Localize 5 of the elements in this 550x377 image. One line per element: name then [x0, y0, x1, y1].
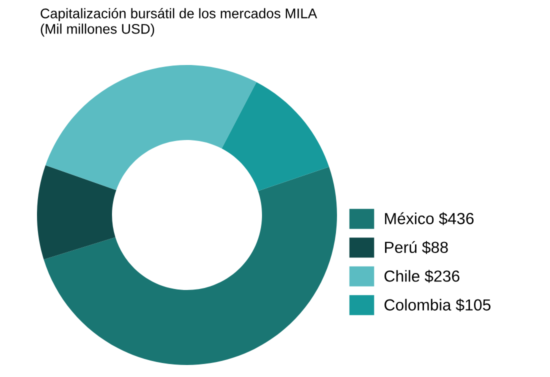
chart-title: Capitalización bursátil de los mercados MILA (Mil millones USD) [40, 8, 318, 37]
legend-label: Chile $236 [384, 270, 460, 283]
legend-label: Perú $88 [385, 241, 448, 254]
legend-label: Colombia $105 [384, 298, 490, 312]
legend-label: México $436 [385, 212, 474, 226]
